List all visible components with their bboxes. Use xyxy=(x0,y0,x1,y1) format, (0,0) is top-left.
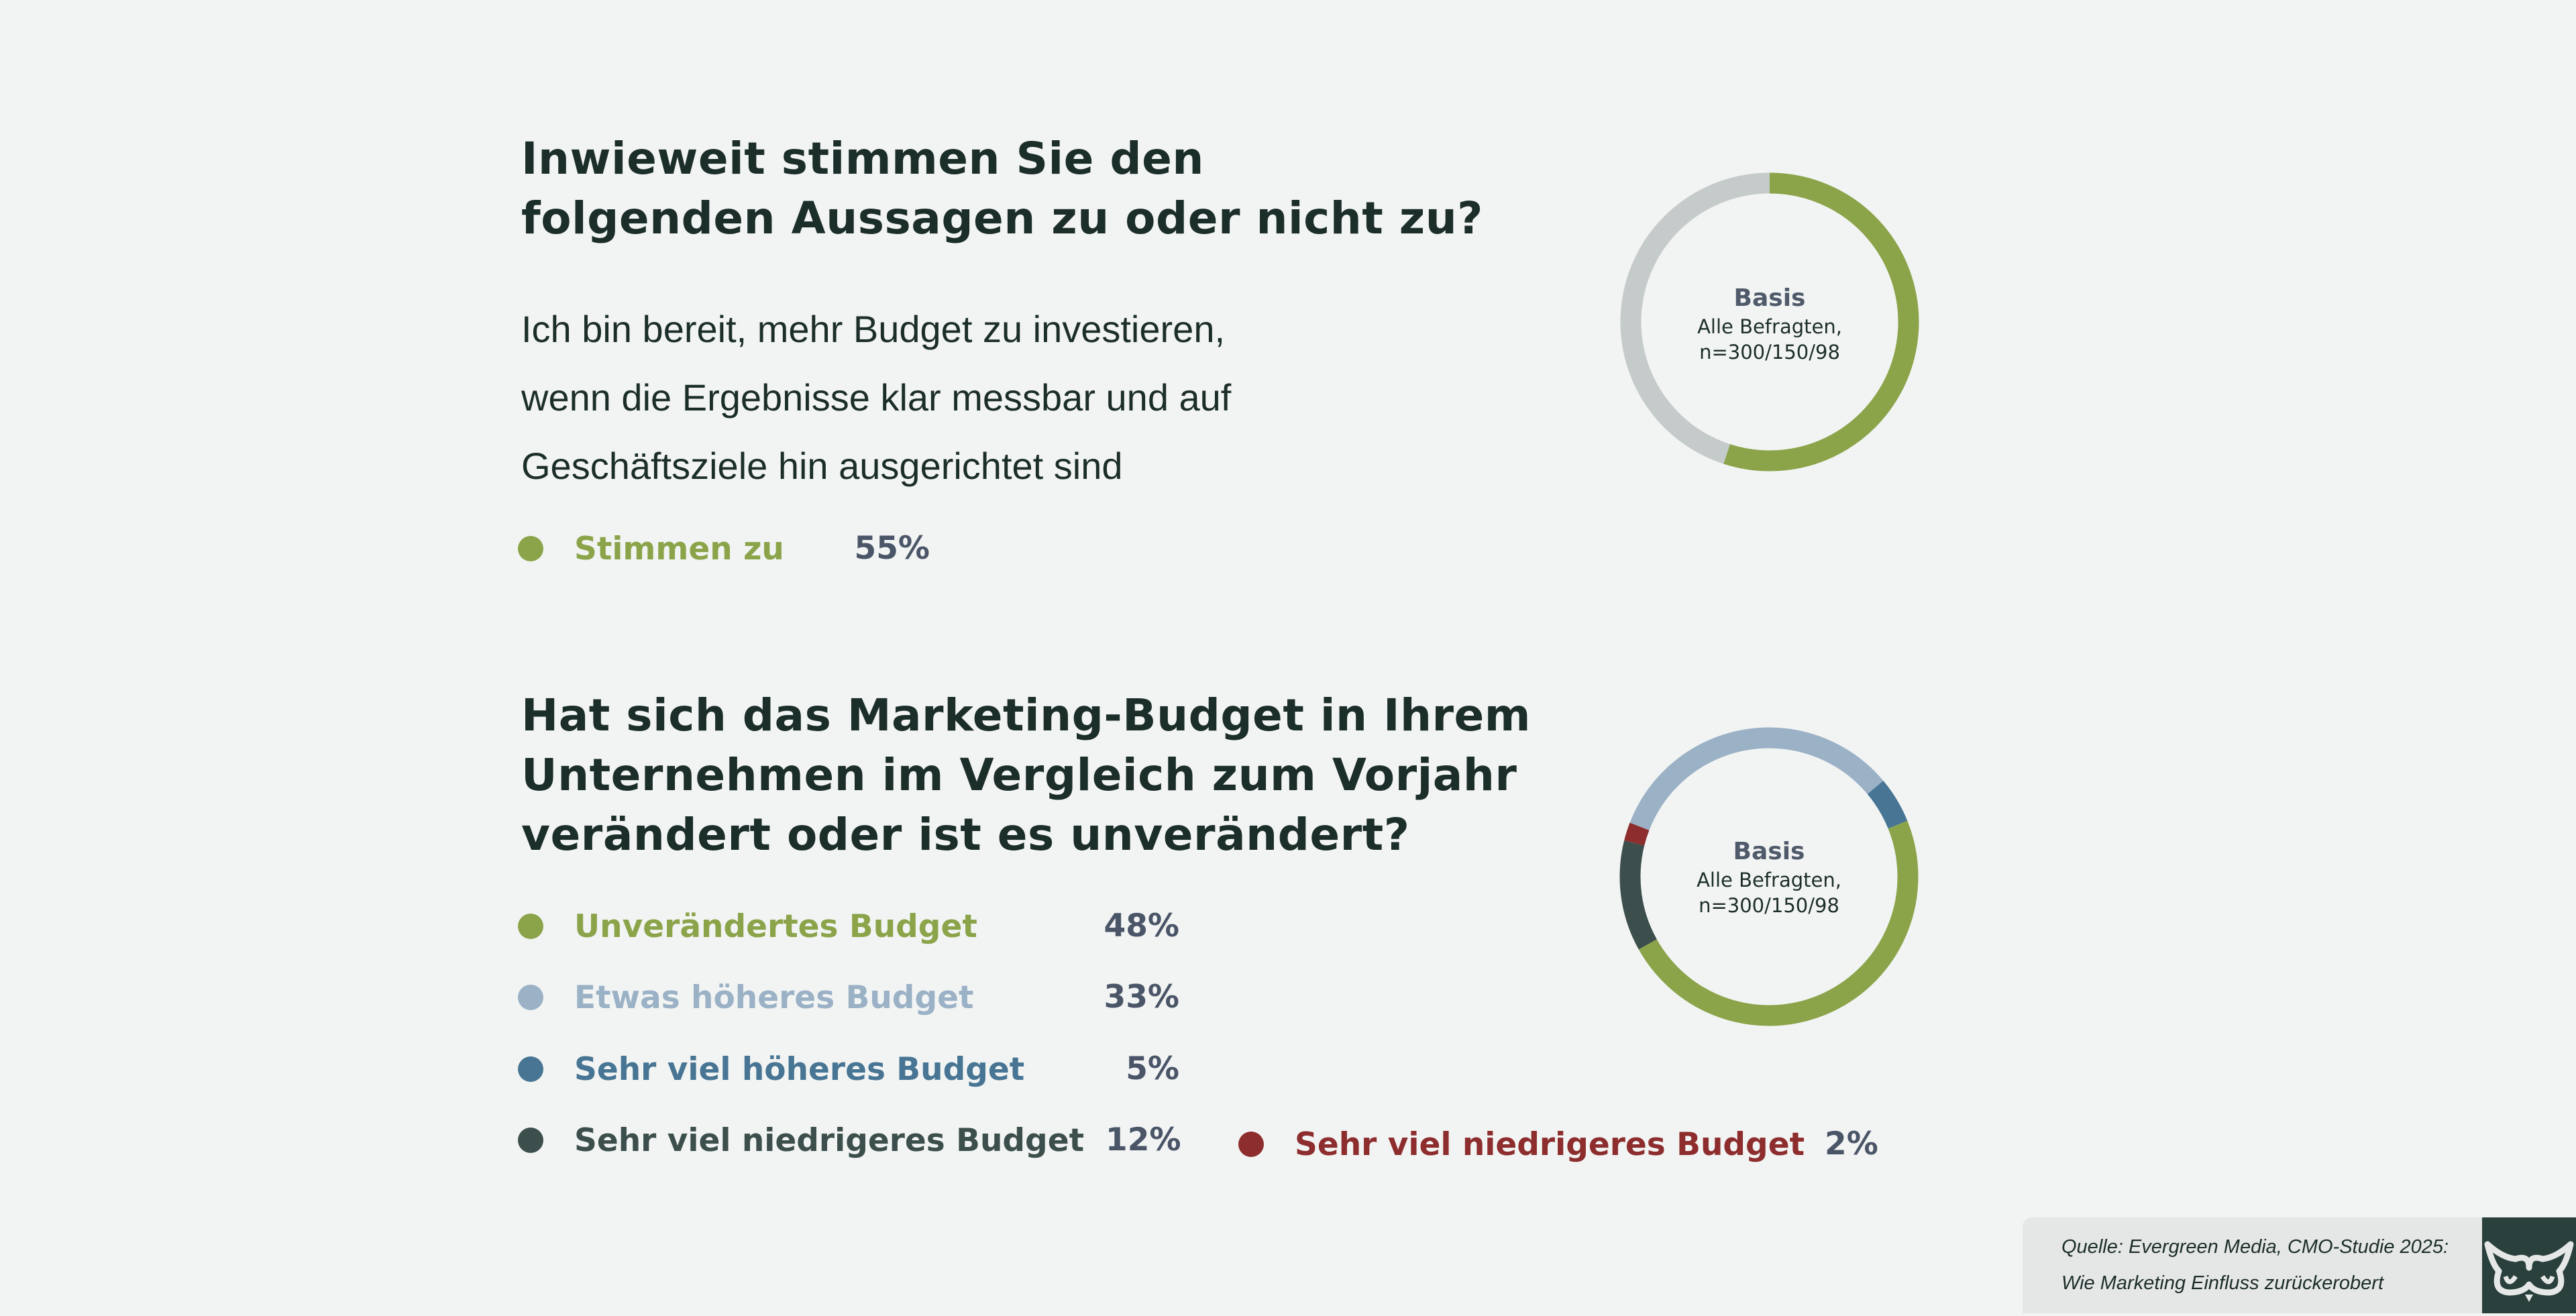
donut-chart-budget xyxy=(1619,727,1919,1026)
source-line1: Quelle: Evergreen Media, CMO-Studie 2025… xyxy=(2061,1236,2449,1258)
statement: Ich bin bereit, mehr Budget zu investier… xyxy=(521,295,1231,500)
basis-line1: Alle Befragten, xyxy=(1697,315,1842,338)
legend-item-much-higher: Sehr viel höheres Budget xyxy=(518,1049,1024,1089)
title-line: Hat sich das Marketing-Budget in Ihrem xyxy=(521,690,1532,741)
legend-value: 5% xyxy=(1126,1050,1179,1087)
legend-item-agree: Stimmen zu xyxy=(518,529,784,569)
title-line: folgenden Aussagen zu oder nicht zu? xyxy=(521,193,1483,244)
legend-label: Sehr viel höheres Budget xyxy=(574,1050,1025,1088)
basis-line2: n=300/150/98 xyxy=(1699,894,1839,917)
donut-slice-1 xyxy=(1620,172,1770,464)
source-box: Quelle: Evergreen Media, CMO-Studie 2025… xyxy=(2023,1217,2482,1313)
donut-slice-0 xyxy=(1723,172,1919,472)
source-line2: Wie Marketing Einfluss zurückerobert xyxy=(2061,1272,2384,1294)
donut-slice-2 xyxy=(1624,822,1650,846)
legend-dot xyxy=(1238,1132,1264,1157)
owl-icon xyxy=(2484,1241,2574,1302)
legend-item-unchanged: Unverändertes Budget xyxy=(518,906,977,946)
basis-line1: Alle Befragten, xyxy=(1697,869,1841,891)
legend-label: Unverändertes Budget xyxy=(574,908,977,945)
statement-line: Geschäftsziele hin ausgerichtet sind xyxy=(521,445,1123,487)
basis-title: Basis xyxy=(1733,284,1806,312)
donut-slice-4 xyxy=(1867,780,1908,829)
donut-chart-agree xyxy=(1620,172,1919,472)
legend-item-slightly-higher: Etwas höheres Budget xyxy=(518,977,973,1018)
basis-line2: n=300/150/98 xyxy=(1699,341,1840,364)
legend-dot xyxy=(518,1128,543,1153)
donut-slice-3 xyxy=(1629,727,1884,830)
legend-label: Sehr viel niedrigeres Budget xyxy=(1295,1126,1805,1163)
statement-line: wenn die Ergebnisse klar messbar und auf xyxy=(521,376,1232,419)
basis-title: Basis xyxy=(1733,838,1805,865)
basis-label: Basis Alle Befragten, n=300/150/98 xyxy=(1635,283,1904,365)
legend-dot xyxy=(518,985,543,1010)
legend-dot xyxy=(518,536,543,561)
legend-value: 12% xyxy=(1106,1121,1181,1158)
question-1-title: Inwieweit stimmen Sie den folgenden Auss… xyxy=(521,129,1483,248)
legend-dot xyxy=(518,914,543,939)
legend-value: 55% xyxy=(854,530,930,567)
donut-slice-0 xyxy=(1638,820,1919,1026)
question-2-title: Hat sich das Marketing-Budget in Ihrem U… xyxy=(521,686,1531,865)
legend-value: 2% xyxy=(1825,1126,1878,1162)
legend-value: 48% xyxy=(1104,908,1180,944)
legend-label: Etwas höheres Budget xyxy=(574,979,974,1016)
legend-item-much-lower-red: Sehr viel niedrigeres Budget xyxy=(1238,1124,1805,1164)
owl-logo xyxy=(2482,1217,2576,1313)
legend-dot xyxy=(518,1056,543,1082)
title-line: verändert oder ist es unverändert? xyxy=(521,809,1410,861)
legend-label: Stimmen zu xyxy=(574,530,784,567)
statement-line: Ich bin bereit, mehr Budget zu investier… xyxy=(521,308,1226,350)
basis-label: Basis Alle Befragten, n=300/150/98 xyxy=(1635,836,1903,918)
legend-value: 33% xyxy=(1104,979,1180,1016)
legend-item-much-lower: Sehr viel niedrigeres Budget xyxy=(518,1120,1084,1160)
title-line: Unternehmen im Vergleich zum Vorjahr xyxy=(521,749,1517,801)
donut-slice-1 xyxy=(1619,840,1657,950)
legend-label: Sehr viel niedrigeres Budget xyxy=(574,1121,1085,1159)
title-line: Inwieweit stimmen Sie den xyxy=(521,133,1204,184)
